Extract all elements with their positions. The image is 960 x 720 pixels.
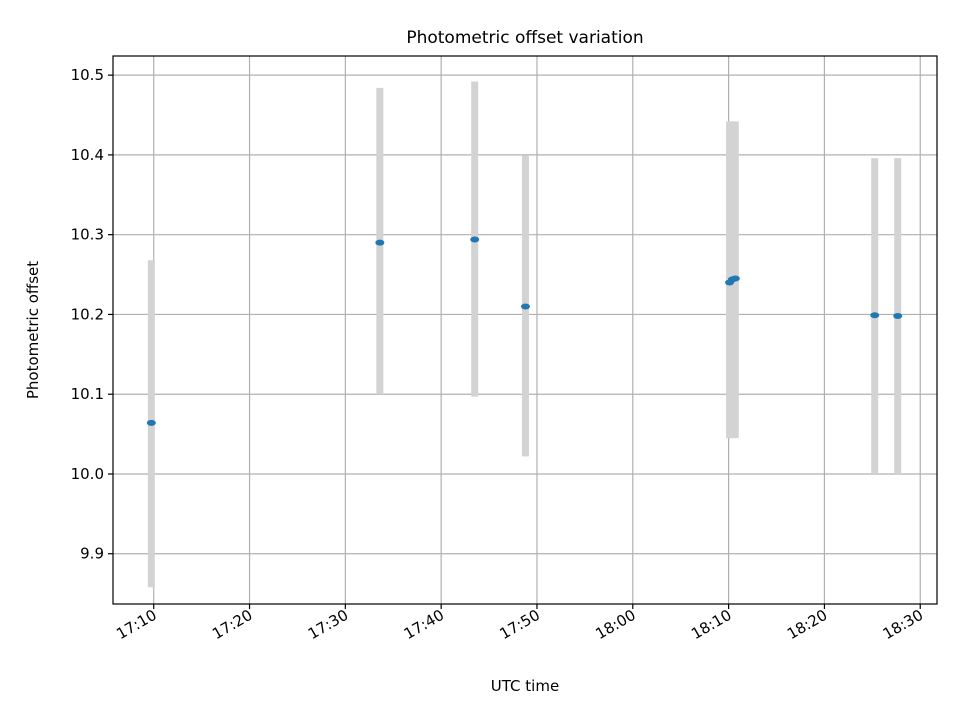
x-axis-label: UTC time <box>491 677 559 695</box>
chart-title: Photometric offset variation <box>406 28 643 48</box>
y-tick-label: 10.1 <box>71 385 104 403</box>
y-tick-label: 10.2 <box>71 305 104 323</box>
y-tick-label: 10.3 <box>71 226 104 244</box>
data-point <box>520 303 530 310</box>
data-point <box>375 239 385 246</box>
data-point <box>893 313 903 320</box>
y-tick-label: 10.5 <box>71 66 104 84</box>
data-points <box>146 236 903 426</box>
data-point <box>730 275 740 282</box>
data-point <box>146 419 156 426</box>
y-tick-label: 10.4 <box>71 146 104 164</box>
data-point <box>470 236 480 243</box>
y-axis-label: Photometric offset <box>24 261 42 399</box>
data-point <box>870 312 880 319</box>
y-tick-label: 9.9 <box>80 545 104 563</box>
plot-frame <box>112 55 938 605</box>
y-tick-label: 10.0 <box>71 465 104 483</box>
